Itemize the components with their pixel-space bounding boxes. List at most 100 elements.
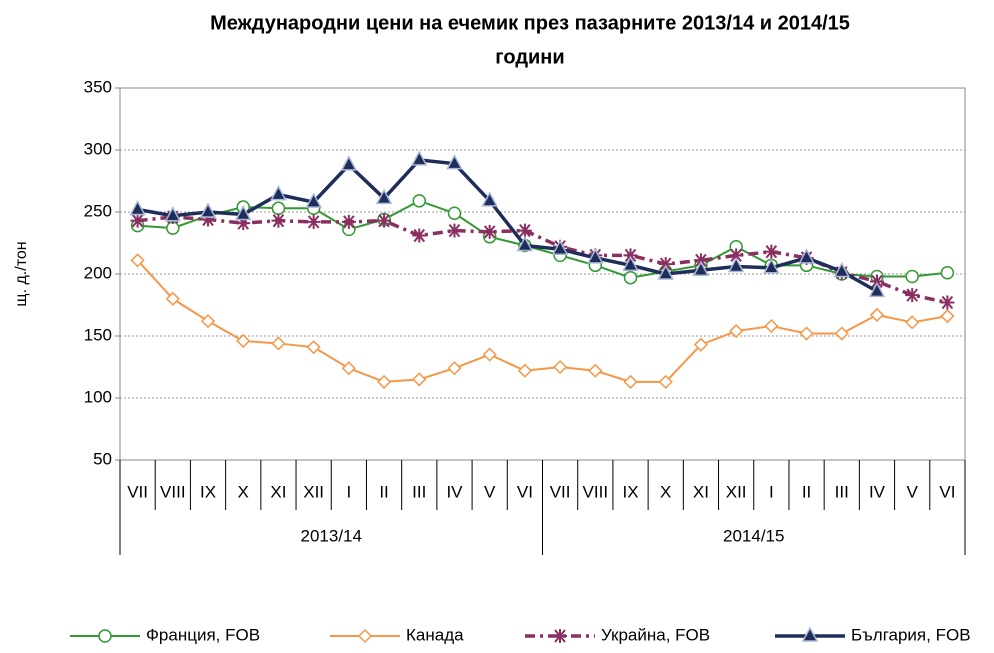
marker: [763, 258, 780, 274]
x-tick-label: IX: [622, 482, 638, 501]
x-tick-label: V: [484, 482, 496, 501]
marker: [411, 150, 428, 166]
marker: [905, 315, 920, 330]
marker: [236, 333, 251, 349]
marker: [271, 201, 286, 216]
x-tick-label: IV: [446, 482, 463, 501]
marker: [551, 239, 569, 255]
marker: [692, 260, 710, 277]
marker: [236, 216, 251, 231]
marker: [234, 204, 252, 221]
marker: [341, 214, 356, 229]
y-axis-label: щ. д./тон: [13, 241, 30, 306]
legend-label: Украйна, FOB: [601, 625, 710, 644]
x-tick-label: V: [907, 482, 919, 501]
x-tick-label: VII: [127, 482, 148, 501]
series-line: [136, 259, 948, 383]
marker: [271, 213, 286, 228]
x-tick-label: X: [660, 482, 671, 501]
x-tick-label: III: [835, 482, 849, 501]
marker: [940, 266, 955, 280]
marker: [693, 337, 708, 352]
x-tick-label: VI: [517, 482, 533, 501]
x-tick-label: XII: [303, 482, 324, 501]
marker: [588, 363, 603, 378]
x-tick-label: XII: [726, 482, 747, 501]
y-tick-label: 250: [84, 201, 112, 220]
y-tick-label: 300: [84, 139, 112, 158]
marker: [833, 261, 851, 278]
legend-label: България, FOB: [851, 625, 971, 644]
marker: [130, 213, 145, 228]
x-tick-label: VIII: [583, 482, 609, 501]
marker: [905, 288, 920, 303]
marker: [729, 323, 744, 339]
x-tick-label: I: [346, 482, 351, 501]
marker: [658, 374, 673, 389]
x-tick-label: IV: [869, 482, 886, 501]
marker: [377, 374, 392, 389]
marker: [375, 188, 393, 205]
marker: [764, 319, 779, 334]
marker: [447, 206, 462, 220]
legend-marker: [357, 628, 373, 644]
marker: [201, 212, 216, 227]
marker: [623, 248, 638, 263]
marker: [200, 314, 216, 329]
marker: [129, 199, 146, 216]
legend-label: Франция, FOB: [146, 625, 260, 644]
x-tick-label: X: [238, 482, 249, 501]
marker: [199, 202, 217, 218]
marker: [623, 374, 638, 389]
marker: [412, 372, 427, 387]
marker: [799, 326, 814, 341]
y-tick-label: 350: [84, 77, 112, 96]
marker: [693, 253, 708, 268]
marker: [341, 361, 356, 376]
marker: [340, 155, 358, 171]
marker: [940, 295, 955, 310]
marker: [764, 244, 779, 259]
x-tick-label: II: [379, 482, 388, 501]
marker: [553, 359, 568, 375]
y-tick-label: 50: [93, 449, 112, 468]
marker: [587, 248, 604, 264]
y-tick-label: 100: [84, 387, 112, 406]
marker: [481, 191, 498, 207]
marker: [658, 257, 673, 272]
x-tick-label: VI: [939, 482, 955, 501]
marker: [271, 336, 286, 351]
marker: [270, 185, 287, 201]
marker: [940, 309, 955, 324]
marker: [377, 213, 392, 228]
marker: [164, 206, 182, 222]
y-tick-label: 150: [84, 325, 112, 344]
marker: [305, 192, 322, 208]
marker: [657, 264, 674, 280]
marker: [447, 361, 462, 376]
marker: [412, 228, 427, 243]
marker: [517, 363, 532, 378]
marker: [306, 340, 321, 355]
chart-title: години: [495, 46, 564, 68]
group-label: 2013/14: [301, 526, 362, 545]
legend-marker: [801, 626, 819, 642]
marker: [869, 307, 885, 322]
marker: [446, 154, 463, 170]
x-tick-label: I: [769, 482, 774, 501]
marker: [516, 235, 534, 252]
x-tick-label: IX: [200, 482, 216, 501]
series-line: [137, 158, 878, 293]
x-tick-label: VII: [550, 482, 571, 501]
marker: [482, 347, 497, 362]
marker: [622, 255, 639, 272]
x-tick-label: III: [412, 482, 426, 501]
marker: [834, 326, 849, 341]
group-label: 2014/15: [723, 526, 784, 545]
x-tick-label: VIII: [160, 482, 186, 501]
x-tick-label: XI: [270, 482, 286, 501]
x-tick-label: II: [802, 482, 811, 501]
x-tick-label: XI: [693, 482, 709, 501]
legend-marker: [553, 629, 567, 643]
